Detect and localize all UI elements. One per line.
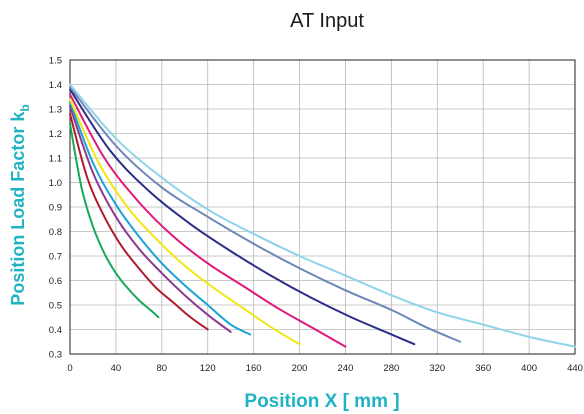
chart-title: AT Input (290, 10, 364, 32)
plot-frame (69, 59, 576, 355)
x-tick-label: 280 (383, 363, 399, 374)
y-tick-label: 0.6 (49, 276, 62, 287)
grid (69, 59, 576, 355)
y-tick-label: 1.0 (49, 178, 62, 189)
series-line-8 (69, 85, 462, 343)
y-tick-label: 0.3 (49, 350, 62, 361)
y-tick-label: 0.5 (49, 301, 62, 312)
series-line-9 (69, 83, 576, 348)
y-axis-title-main: Position Load Factor k (8, 111, 28, 306)
series-line-3 (69, 105, 232, 333)
y-tick-label: 0.8 (49, 227, 62, 238)
x-tick-label: 40 (111, 363, 122, 374)
x-tick-label: 160 (246, 363, 262, 374)
y-tick-label: 1.3 (49, 105, 62, 116)
series-group (69, 83, 576, 348)
x-tick-label: 440 (567, 363, 583, 374)
x-tick-label: 80 (157, 363, 168, 374)
x-tick-label: 320 (429, 363, 445, 374)
y-tick-label: 0.9 (49, 203, 62, 214)
series-line-5 (69, 98, 301, 346)
y-tick-label: 0.7 (49, 252, 62, 263)
series-line-6 (69, 93, 347, 348)
y-axis-title-subscript: b (18, 104, 32, 111)
series-line-4 (69, 100, 252, 336)
series-line-7 (69, 88, 416, 346)
x-axis-title: Position X [ mm ] (244, 391, 399, 412)
x-tick-label: 120 (200, 363, 216, 374)
series-line-2 (69, 112, 209, 331)
x-tick-label: 0 (67, 363, 72, 374)
series-line-1 (69, 122, 160, 319)
x-tick-label: 400 (521, 363, 537, 374)
y-tick-labels: 0.3 0.4 0.5 0.6 0.7 0.8 0.9 1.0 1.1 1.2 1.3 1.4 1.5 (49, 56, 62, 361)
y-tick-label: 1.4 (49, 80, 62, 91)
y-tick-label: 1.2 (49, 129, 62, 140)
y-axis-title: Position Load Factor kb (8, 104, 32, 305)
y-tick-label: 1.5 (49, 56, 62, 67)
x-tick-labels: 0 40 80 120 160 200 240 280 320 360 400 440 (67, 363, 583, 374)
x-tick-label: 360 (475, 363, 491, 374)
x-tick-label: 200 (292, 363, 308, 374)
y-tick-label: 0.4 (49, 325, 62, 336)
x-tick-label: 240 (338, 363, 354, 374)
y-tick-label: 1.1 (49, 154, 62, 165)
